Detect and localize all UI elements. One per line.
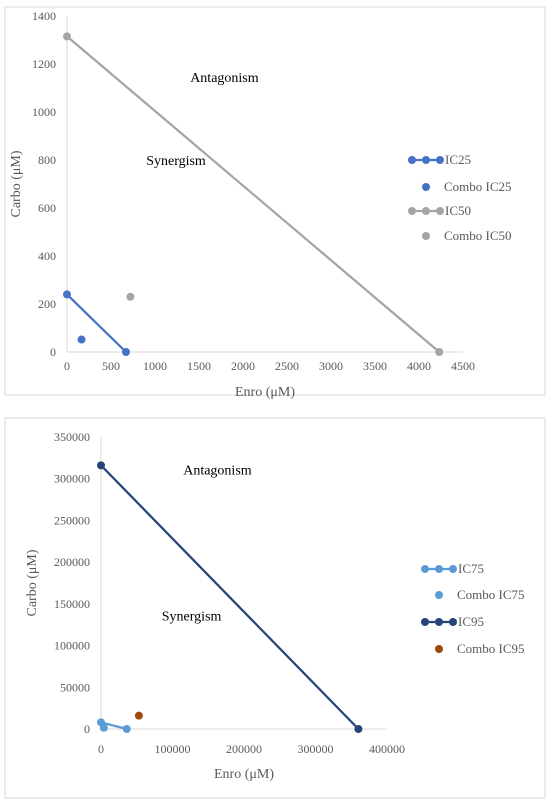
- chart1-x-tick-label: 0: [64, 359, 70, 373]
- chart1-legend-swatch-marker: [422, 207, 430, 215]
- chart2-legend-swatch-marker: [435, 618, 443, 626]
- chart1-legend-swatch-marker: [422, 232, 430, 240]
- chart2-series-ic95-point: [354, 725, 363, 733]
- chart2-legend-label: IC75: [458, 561, 484, 576]
- chart1-series-combo-ic50-point: [126, 292, 135, 301]
- chart2-legend-entry: IC75: [421, 561, 484, 576]
- chart1-series-ic50-line: [66, 35, 440, 353]
- chart1-series-ic50-point: [435, 348, 444, 356]
- chart2-x-tick-label: 300000: [298, 742, 334, 756]
- chart1-legend-entry: Combo IC50: [422, 228, 512, 243]
- chart1-y-tick-label: 1400: [32, 9, 56, 23]
- isobologram-chart-ic75-ic95: 0 100000 200000 300000 400000 0 50000 100000 150…: [4, 417, 546, 799]
- chart1-x-tick-label: 4500: [451, 359, 475, 373]
- chart2-y-tick-label: 100000: [54, 639, 90, 653]
- chart2-legend-swatch-marker: [435, 645, 443, 653]
- chart1-x-tick-label: 4000: [407, 359, 431, 373]
- chart2-x-axis-title: Enro (μM): [214, 767, 274, 782]
- chart2-legend-entry: IC95: [421, 614, 484, 629]
- chart1-series-ic50-point: [63, 32, 71, 41]
- chart2-x-tick-label: 400000: [369, 742, 405, 756]
- chart1-legend-entry: IC25: [408, 152, 471, 167]
- chart2-series-ic95-point: [97, 461, 105, 470]
- chart1-annotation-antagonism: Antagonism: [190, 71, 259, 86]
- chart1-legend-label: Combo IC50: [444, 228, 512, 243]
- chart2-y-tick-label: 350000: [54, 430, 90, 444]
- chart1-legend-label: IC25: [445, 152, 471, 167]
- chart1-y-tick-label: 1200: [32, 57, 56, 71]
- chart2-x-tick-label: 200000: [226, 742, 262, 756]
- chart2-legend-swatch-marker: [449, 565, 457, 573]
- chart1-series-ic25-point: [121, 348, 130, 356]
- chart1-y-tick-label: 1000: [32, 105, 56, 119]
- chart2-y-tick-label: 300000: [54, 472, 90, 486]
- chart2-x-tick-label: 100000: [155, 742, 191, 756]
- chart2-x-tick-label: 0: [98, 742, 104, 756]
- chart1-frame: [4, 6, 546, 396]
- chart2-series-combo-ic75-point: [99, 723, 108, 732]
- chart2-annotation-antagonism: Antagonism: [183, 464, 252, 479]
- chart2-y-tick-label: 50000: [60, 680, 90, 694]
- chart1-y-tick-label: 600: [38, 201, 56, 215]
- chart1-x-tick-label: 2000: [231, 359, 255, 373]
- chart1-legend-swatch-marker: [422, 156, 430, 164]
- chart1-x-tick-label: 1000: [143, 359, 167, 373]
- chart1-x-tick-label: 3000: [319, 359, 343, 373]
- chart2-y-tick-label: 0: [84, 722, 90, 736]
- chart1-legend-label: Combo IC25: [444, 179, 512, 194]
- chart1-legend-entry: Combo IC25: [422, 179, 512, 194]
- chart1-legend-entry: IC50: [408, 203, 471, 218]
- chart1-x-tick-label: 1500: [187, 359, 211, 373]
- isobologram-chart-ic25-ic50: 0 500 1000 1500 2000 2500 3000 3500 4000 4500 0 200…: [4, 6, 546, 400]
- chart1-y-tick-label: 800: [38, 153, 56, 167]
- chart1-legend-swatch-marker: [422, 183, 430, 191]
- chart2-frame: [4, 417, 546, 799]
- chart2-legend-swatch-marker: [435, 591, 443, 599]
- chart2-legend-entry: Combo IC75: [435, 587, 525, 602]
- chart1-x-axis-title: Enro (μM): [235, 385, 295, 400]
- chart1-x-tick-label: 500: [102, 359, 120, 373]
- chart2-legend-swatch-marker: [421, 565, 429, 573]
- chart1-y-tick-label: 0: [50, 345, 56, 359]
- chart1-y-tick-label: 400: [38, 249, 56, 263]
- chart2-y-tick-label: 250000: [54, 513, 90, 527]
- chart1-legend-swatch-marker: [408, 207, 416, 215]
- chart1-legend-label: IC50: [445, 203, 471, 218]
- chart2-legend-label: Combo IC95: [457, 641, 525, 656]
- chart1-x-tick-label: 3500: [363, 359, 387, 373]
- chart-panel-top: 0 500 1000 1500 2000 2500 3000 3500 4000 4500 0 200…: [0, 0, 550, 400]
- chart2-series-ic75-line: [100, 721, 128, 731]
- chart2-y-axis-title: Carbo (μM): [25, 549, 40, 616]
- chart2-legend-entry: Combo IC95: [435, 641, 525, 656]
- chart1-y-tick-label: 200: [38, 297, 56, 311]
- chart2-legend-label: Combo IC75: [457, 587, 525, 602]
- chart2-legend-label: IC95: [458, 614, 484, 629]
- chart1-series-ic25-point: [63, 290, 71, 299]
- chart2-legend-swatch-marker: [449, 618, 457, 626]
- chart1-series-ic25-line: [66, 293, 127, 353]
- chart2-y-tick-label: 150000: [54, 597, 90, 611]
- chart1-legend-swatch-marker: [436, 156, 444, 164]
- chart2-series-combo-ic95-point: [134, 711, 143, 720]
- chart2-legend-swatch-marker: [435, 565, 443, 573]
- chart2-y-tick-label: 200000: [54, 555, 90, 569]
- chart2-legend-swatch-marker: [421, 618, 429, 626]
- chart2-series-ic95-line: [100, 464, 360, 730]
- chart2-annotation-synergism: Synergism: [162, 610, 222, 625]
- chart1-legend-swatch-marker: [408, 156, 416, 164]
- chart1-y-axis-title: Carbo (μM): [9, 150, 24, 217]
- chart2-series-ic75-point: [122, 725, 131, 733]
- chart1-x-tick-label: 2500: [275, 359, 299, 373]
- chart1-annotation-synergism: Synergism: [146, 154, 206, 169]
- chart1-legend-swatch-marker: [436, 207, 444, 215]
- chart1-series-combo-ic25-point: [77, 335, 86, 344]
- chart-panel-bottom: 0 100000 200000 300000 400000 0 50000 100000 150…: [0, 403, 550, 803]
